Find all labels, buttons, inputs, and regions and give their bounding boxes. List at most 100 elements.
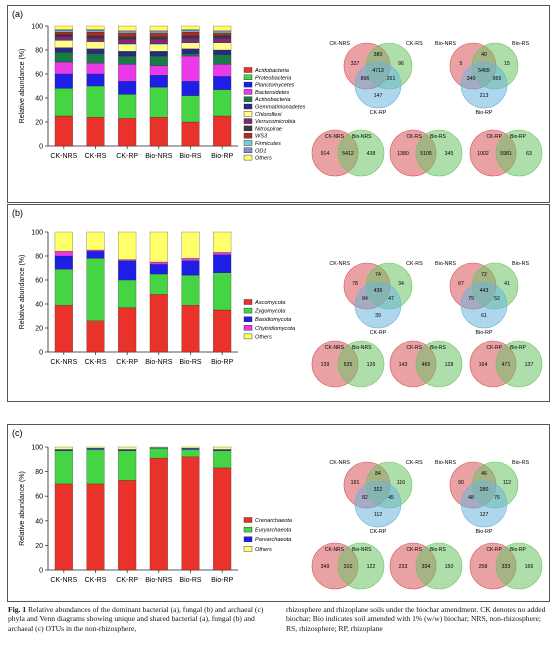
venn-set-label: CK-RP xyxy=(486,547,502,553)
bar-segment-euryarchaeota xyxy=(86,449,105,485)
bar-segment-nitrospirae xyxy=(86,35,105,39)
x-tick-label: CK-RS xyxy=(85,153,107,160)
venn-count: 47 xyxy=(388,296,394,302)
bar-segment-firmicutes xyxy=(86,30,105,33)
x-tick-label: Bio-RS xyxy=(179,153,202,160)
legend-swatch xyxy=(243,147,253,154)
bar-segment-verrucomicrobia xyxy=(213,37,232,43)
venn-circle xyxy=(354,480,402,528)
venn-circle xyxy=(415,340,463,388)
x-tick-label: Bio-RP xyxy=(211,577,234,584)
venn-count: 166 xyxy=(525,564,534,570)
legend-swatch xyxy=(243,118,253,124)
bar-segment-proteobacteria xyxy=(181,95,200,123)
venn-set-label: Bio-RS xyxy=(430,345,447,351)
y-tick-label: 20 xyxy=(35,120,43,127)
bar-segment-others xyxy=(86,231,105,251)
venn-count: 1380 xyxy=(397,151,409,157)
venn-count: 112 xyxy=(374,512,382,518)
bar-segment-crenarchaeota xyxy=(181,456,200,571)
legend-swatch xyxy=(243,536,253,542)
bar-segment-acidobacteria xyxy=(86,117,105,147)
venn-count: 122 xyxy=(367,564,376,570)
venn-set-label: CK-NRS xyxy=(329,41,350,47)
bar-segment-verrucomicrobia xyxy=(86,37,105,42)
bar-segment-actinobacteria xyxy=(213,54,232,65)
bar-segment-actinobacteria xyxy=(118,55,137,65)
venn-count: 213 xyxy=(480,93,489,99)
venn-count: 15 xyxy=(504,61,510,67)
bar-segment-bacteroidetes xyxy=(181,55,200,82)
x-tick-label: Bio-RP xyxy=(211,359,234,366)
y-tick-label: 40 xyxy=(35,96,43,103)
legend-label: Crenarchaeota xyxy=(255,518,292,524)
bar-segment-parvarchaeota xyxy=(181,448,200,450)
bar-segment-others xyxy=(86,446,105,449)
bar-segment-others xyxy=(181,446,200,449)
venn-set-label: Bio-NRS xyxy=(352,345,372,351)
y-tick-label: 60 xyxy=(35,494,43,501)
bar-segment-basidiomycota xyxy=(86,251,105,259)
x-tick-label: Bio-NRS xyxy=(145,577,173,584)
panel-b-figure: (b) 0 20 40 60 80 100 Relative abundance (%) CK-… xyxy=(12,208,543,388)
venn-count: 233 xyxy=(399,564,408,570)
y-axis-label: Relative abundance (%) xyxy=(19,471,26,546)
bar-segment-crenarchaeota xyxy=(149,457,168,571)
x-tick-label: CK-RP xyxy=(116,577,138,584)
bar-segment-others xyxy=(213,25,232,31)
legend-swatch xyxy=(243,299,253,305)
bar-segment-planctomycetes xyxy=(213,76,232,90)
legend-label: Parvarchaeota xyxy=(255,537,291,543)
venn-count: 5105 xyxy=(420,151,432,157)
panel-a: (a) 0 20 40 60 80 100 Relative abundance (%) CK-… xyxy=(7,5,550,203)
venn-set-label: CK-RS xyxy=(406,261,423,267)
bar-segment-proteobacteria xyxy=(213,89,232,117)
y-tick-label: 40 xyxy=(35,518,43,525)
legend-label: Actinobacteria xyxy=(254,97,290,103)
y-axis-label: Relative abundance (%) xyxy=(19,255,26,330)
y-tick-label: 80 xyxy=(35,469,43,476)
venn-set-label: Bio-RP xyxy=(475,529,492,535)
bar-segment-od1 xyxy=(86,29,105,31)
venn-count: 438 xyxy=(367,151,376,157)
bar-segment-zygomycota xyxy=(86,258,105,321)
legend-label: Others xyxy=(255,156,272,162)
bar-segment-euryarchaeota xyxy=(54,450,73,485)
venn-count: 322 xyxy=(374,487,383,493)
venn-set-label: CK-NRS xyxy=(325,547,345,553)
y-tick-label: 0 xyxy=(39,350,43,357)
y-tick-label: 100 xyxy=(31,445,43,452)
bar-segment-proteobacteria xyxy=(118,94,137,119)
bar-segment-zygomycota xyxy=(149,273,168,295)
venn-count: 82 xyxy=(362,495,368,501)
bar-segment-planctomycetes xyxy=(181,81,200,96)
x-tick-label: Bio-NRS xyxy=(145,359,173,366)
x-tick-label: CK-RP xyxy=(116,359,138,366)
bar-segment-planctomycetes xyxy=(86,73,105,87)
venn-count: 340 xyxy=(467,76,476,82)
bar-segment-chytridiomycota xyxy=(181,258,200,261)
bar-segment-ascomycota xyxy=(54,305,73,353)
venn-count: 380 xyxy=(374,52,383,58)
y-tick-label: 80 xyxy=(35,254,43,261)
venn-count: 116 xyxy=(397,480,405,486)
bar-segment-chytridiomycota xyxy=(118,259,137,261)
venn-set-label: Bio-RP xyxy=(510,134,527,140)
bar-segment-chloroflexi xyxy=(118,43,137,52)
venn-circle xyxy=(337,542,385,590)
venn-count: 96 xyxy=(398,61,404,67)
venn-count: 137 xyxy=(525,362,534,368)
bar-segment-zygomycota xyxy=(181,275,200,306)
bar-segment-ascomycota xyxy=(149,294,168,353)
venn-set-label: CK-RP xyxy=(370,110,387,116)
venn-count: 46 xyxy=(481,471,487,477)
legend-swatch xyxy=(243,307,253,314)
venn-count: 126 xyxy=(367,362,376,368)
y-tick-label: 0 xyxy=(39,144,43,151)
bar-segment-ascomycota xyxy=(213,309,232,353)
venn-count: 112 xyxy=(503,480,511,486)
venn-set-label: Bio-RS xyxy=(430,134,447,140)
bar-segment-chloroflexi xyxy=(181,42,200,49)
legend-swatch xyxy=(243,132,253,139)
legend-label: Ascomycota xyxy=(254,300,285,306)
